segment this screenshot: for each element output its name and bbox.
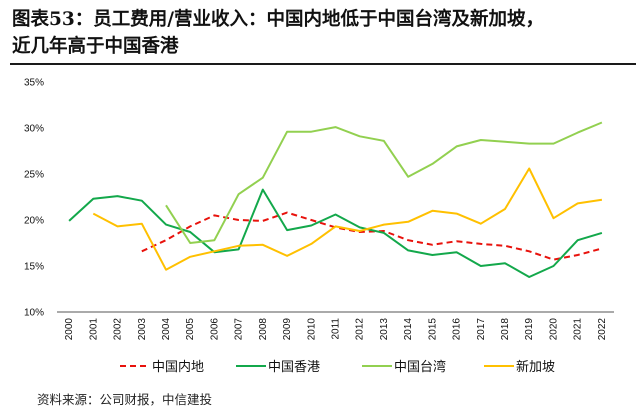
x-tick-label: 2012 <box>355 318 366 341</box>
x-tick-label: 2002 <box>113 318 124 341</box>
x-tick-label: 2020 <box>548 318 559 341</box>
x-tick-label: 2006 <box>209 318 220 341</box>
title-divider <box>10 63 636 65</box>
x-tick-label: 2021 <box>573 318 584 341</box>
y-tick-label: 10% <box>24 308 44 319</box>
legend-label: 中国台湾 <box>394 359 446 375</box>
x-tick-label: 2000 <box>64 318 75 341</box>
y-tick-label: 25% <box>24 170 44 181</box>
x-tick-label: 2007 <box>234 318 245 341</box>
legend-label: 中国内地 <box>152 359 204 375</box>
x-tick-label: 2017 <box>476 318 487 341</box>
legend-label: 中国香港 <box>268 360 320 375</box>
series-line-中国香港 <box>68 188 603 278</box>
x-tick-label: 2005 <box>185 318 196 341</box>
x-tick-label: 2004 <box>161 318 172 341</box>
legend-label: 新加坡 <box>516 359 555 375</box>
chart-title-line-1: 图表53：员工费用/营业收入：中国内地低于中国台湾及新加坡， <box>12 9 545 30</box>
x-tick-label: 2003 <box>137 318 148 341</box>
x-tick-label: 2015 <box>427 318 438 341</box>
x-tick-label: 2011 <box>331 318 342 340</box>
chart-title: 图表53：员工费用/营业收入：中国内地低于中国台湾及新加坡， 近几年高于中国香港 <box>12 6 636 60</box>
x-tick-label: 2018 <box>500 318 511 341</box>
x-tick-label: 2009 <box>282 318 293 341</box>
x-tick-label: 2016 <box>452 318 463 341</box>
series-line-中国内地 <box>141 211 603 261</box>
y-tick-label: 15% <box>24 262 44 273</box>
x-tick-label: 2019 <box>524 318 535 341</box>
y-tick-label: 20% <box>24 216 44 227</box>
source-note: 资料来源：公司财报，中信建投 <box>37 392 213 407</box>
x-tick-label: 2022 <box>597 318 608 341</box>
series-line-中国台湾 <box>165 121 603 244</box>
x-tick-label: 2014 <box>403 318 414 341</box>
series-line-新加坡 <box>92 167 603 271</box>
y-tick-label: 30% <box>24 124 44 135</box>
x-tick-label: 2013 <box>379 318 390 341</box>
x-tick-label: 2010 <box>306 318 317 341</box>
x-tick-label: 2001 <box>88 318 99 341</box>
chart-title-line-2: 近几年高于中国香港 <box>12 36 179 57</box>
y-tick-label: 35% <box>24 78 44 89</box>
x-tick-label: 2008 <box>258 318 269 341</box>
